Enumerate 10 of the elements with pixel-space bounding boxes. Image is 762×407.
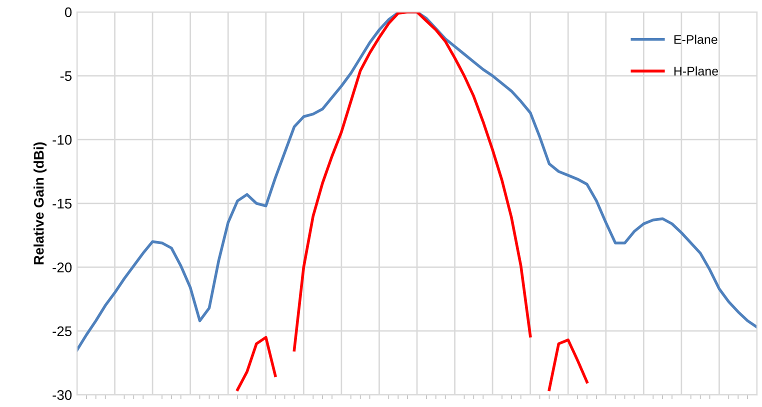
y-tick-label: -15	[52, 198, 72, 209]
legend-label: E-Plane	[674, 34, 718, 44]
y-tick-label: 0	[64, 7, 72, 18]
y-tick-label: -30	[52, 390, 72, 400]
legend-label: H-Plane	[674, 66, 718, 76]
y-tick-label: -20	[52, 262, 72, 272]
y-tick-label: -10	[52, 134, 72, 145]
y-tick-label: -5	[60, 71, 72, 81]
y-axis-title: Relative Gain (dBi)	[34, 142, 47, 264]
y-tick-label: -25	[52, 326, 72, 336]
